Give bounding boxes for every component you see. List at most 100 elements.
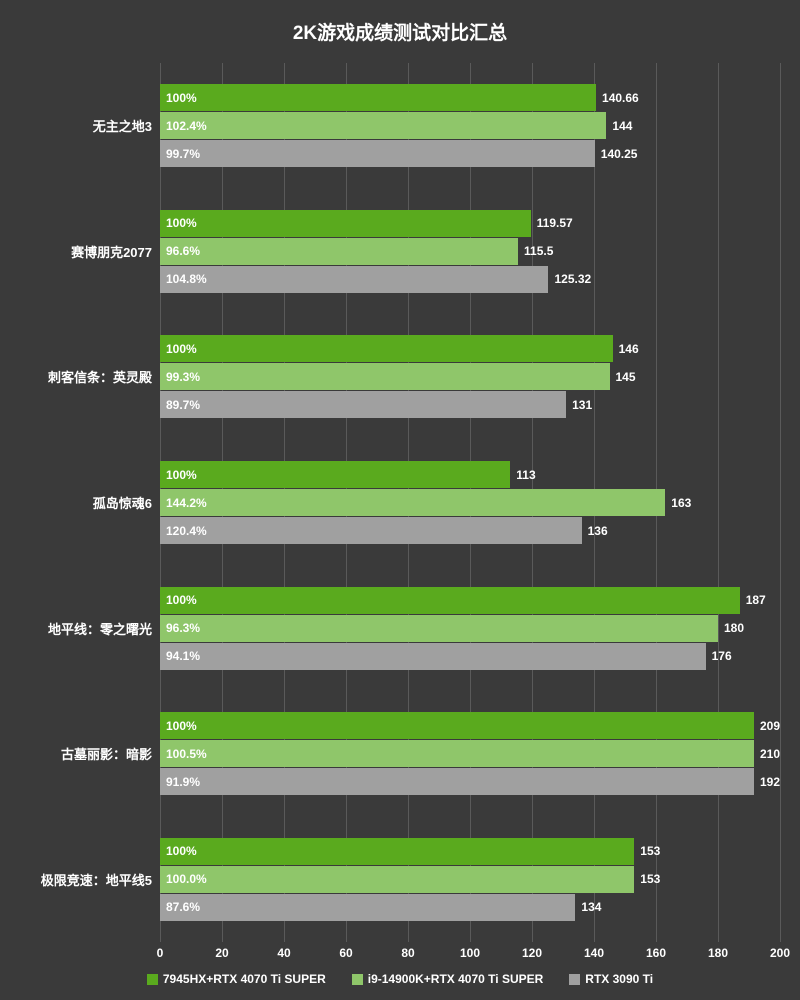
chart-container: 2K游戏成绩测试对比汇总 无主之地3赛博朋克2077刺客信条：英灵殿孤岛惊魂6地… [0, 0, 800, 1000]
chart-title: 2K游戏成绩测试对比汇总 [20, 18, 780, 45]
category-label: 地平线：零之曙光 [20, 565, 160, 691]
bar: 120.4% [160, 517, 582, 544]
legend-item: 7945HX+RTX 4070 Ti SUPER [147, 972, 326, 986]
bar-value-label: 119.57 [537, 216, 573, 230]
bar-value-label: 192 [760, 775, 780, 789]
x-tick-label: 100 [460, 946, 480, 960]
bar: 100% [160, 712, 754, 739]
category-label: 无主之地3 [20, 63, 160, 189]
bar-row: 100.0% 153 [160, 866, 780, 893]
bar-value-label: 176 [712, 649, 732, 663]
bar-group: 100% 119.57 96.6% 115.5 104.8% 125.32 [160, 189, 780, 315]
bar-row: 100% 187 [160, 587, 780, 614]
x-tick-label: 20 [215, 946, 228, 960]
x-tick-label: 40 [277, 946, 290, 960]
bar-value-label: 134 [581, 900, 601, 914]
bars-groups: 100%140.66102.4%14499.7%140.25100%119.57… [160, 63, 780, 942]
bar-value-label: 115.5 [524, 244, 553, 258]
bar: 89.7% [160, 391, 566, 418]
bar-value-label: 180 [724, 621, 744, 635]
bar: 100% [160, 461, 510, 488]
bar: 100% [160, 838, 634, 865]
legend-label: RTX 3090 Ti [585, 972, 653, 986]
bar-row: 102.4% 144 [160, 112, 780, 139]
bar-row: 91.9% 192 [160, 768, 780, 795]
bar-value-label: 145 [616, 370, 636, 384]
bar: 100.5% [160, 740, 754, 767]
bar-group: 100% 187 96.3% 180 94.1% 176 [160, 565, 780, 691]
legend-item: i9-14900K+RTX 4070 Ti SUPER [352, 972, 544, 986]
bar-row: 144.2% 163 [160, 489, 780, 516]
bar: 96.6% [160, 238, 518, 265]
bar-row: 120.4% 136 [160, 517, 780, 544]
bar-row: 87.6% 134 [160, 894, 780, 921]
bar-row: 100%146 [160, 335, 780, 362]
x-tick-label: 180 [708, 946, 728, 960]
bar-value-label: 131 [572, 398, 592, 412]
bar: 100% [160, 587, 740, 614]
bar: 87.6% [160, 894, 575, 921]
bar-value-label: 209 [760, 719, 780, 733]
bar-row: 100% 119.57 [160, 210, 780, 237]
bar-row: 94.1% 176 [160, 643, 780, 670]
legend: 7945HX+RTX 4070 Ti SUPER i9-14900K+RTX 40… [20, 964, 780, 990]
bar-value-label: 210 [760, 747, 780, 761]
bar-group: 100%140.66102.4% 144 99.7% 140.25 [160, 63, 780, 189]
bar-value-label: 153 [640, 872, 660, 886]
legend-swatch [569, 974, 580, 985]
bar-value-label: 113 [516, 468, 535, 482]
legend-label: 7945HX+RTX 4070 Ti SUPER [163, 972, 326, 986]
bar-row: 100% 209 [160, 712, 780, 739]
bar: 102.4% [160, 112, 606, 139]
bar-row: 100% 153 [160, 838, 780, 865]
x-tick-label: 140 [584, 946, 604, 960]
category-label: 赛博朋克2077 [20, 189, 160, 315]
bar-row: 99.3% 145 [160, 363, 780, 390]
x-tick-label: 200 [770, 946, 790, 960]
x-axis: 020406080100120140160180200 [160, 942, 780, 964]
x-tick-label: 80 [401, 946, 414, 960]
bar-group: 100% 153 100.0% 153 87.6% 134 [160, 816, 780, 942]
bar-row: 89.7% 131 [160, 391, 780, 418]
bar-row: 100.5% 210 [160, 740, 780, 767]
bar-row: 100% 113 [160, 461, 780, 488]
bar-value-label: 125.32 [554, 272, 591, 286]
bar: 99.3% [160, 363, 610, 390]
y-axis-labels: 无主之地3赛博朋克2077刺客信条：英灵殿孤岛惊魂6地平线：零之曙光古墓丽影：暗… [20, 63, 160, 964]
bar: 104.8% [160, 266, 548, 293]
bar: 100% [160, 210, 531, 237]
legend-item: RTX 3090 Ti [569, 972, 653, 986]
legend-label: i9-14900K+RTX 4070 Ti SUPER [368, 972, 544, 986]
gridline [780, 63, 781, 942]
bar-value-label: 136 [588, 524, 608, 538]
bar-value-label: 140.66 [602, 91, 639, 105]
bar-row: 99.7% 140.25 [160, 140, 780, 167]
bar-group: 100%14699.3% 145 89.7% 131 [160, 314, 780, 440]
bar: 99.7% [160, 140, 595, 167]
bar: 94.1% [160, 643, 706, 670]
bar-row: 104.8% 125.32 [160, 266, 780, 293]
bar-value-label: 163 [671, 496, 691, 510]
legend-swatch [352, 974, 363, 985]
bar-value-label: 187 [746, 593, 766, 607]
bar: 91.9% [160, 768, 754, 795]
bar: 144.2% [160, 489, 665, 516]
category-label: 刺客信条：英灵殿 [20, 314, 160, 440]
bar: 100.0% [160, 866, 634, 893]
bar-value-label: 140.25 [601, 147, 638, 161]
x-tick-label: 60 [339, 946, 352, 960]
legend-swatch [147, 974, 158, 985]
bar-value-label: 153 [640, 844, 660, 858]
bar-row: 100%140.66 [160, 84, 780, 111]
bar: 96.3% [160, 615, 718, 642]
plot-area: 无主之地3赛博朋克2077刺客信条：英灵殿孤岛惊魂6地平线：零之曙光古墓丽影：暗… [20, 63, 780, 964]
x-tick-label: 120 [522, 946, 542, 960]
bar-row: 96.3% 180 [160, 615, 780, 642]
bars-region: 100%140.66102.4%14499.7%140.25100%119.57… [160, 63, 780, 964]
category-label: 孤岛惊魂6 [20, 440, 160, 566]
x-tick-label: 160 [646, 946, 666, 960]
bar-value-label: 144 [612, 119, 632, 133]
bar-value-label: 146 [619, 342, 639, 356]
x-tick-label: 0 [157, 946, 164, 960]
category-label: 极限竞速：地平线5 [20, 816, 160, 942]
